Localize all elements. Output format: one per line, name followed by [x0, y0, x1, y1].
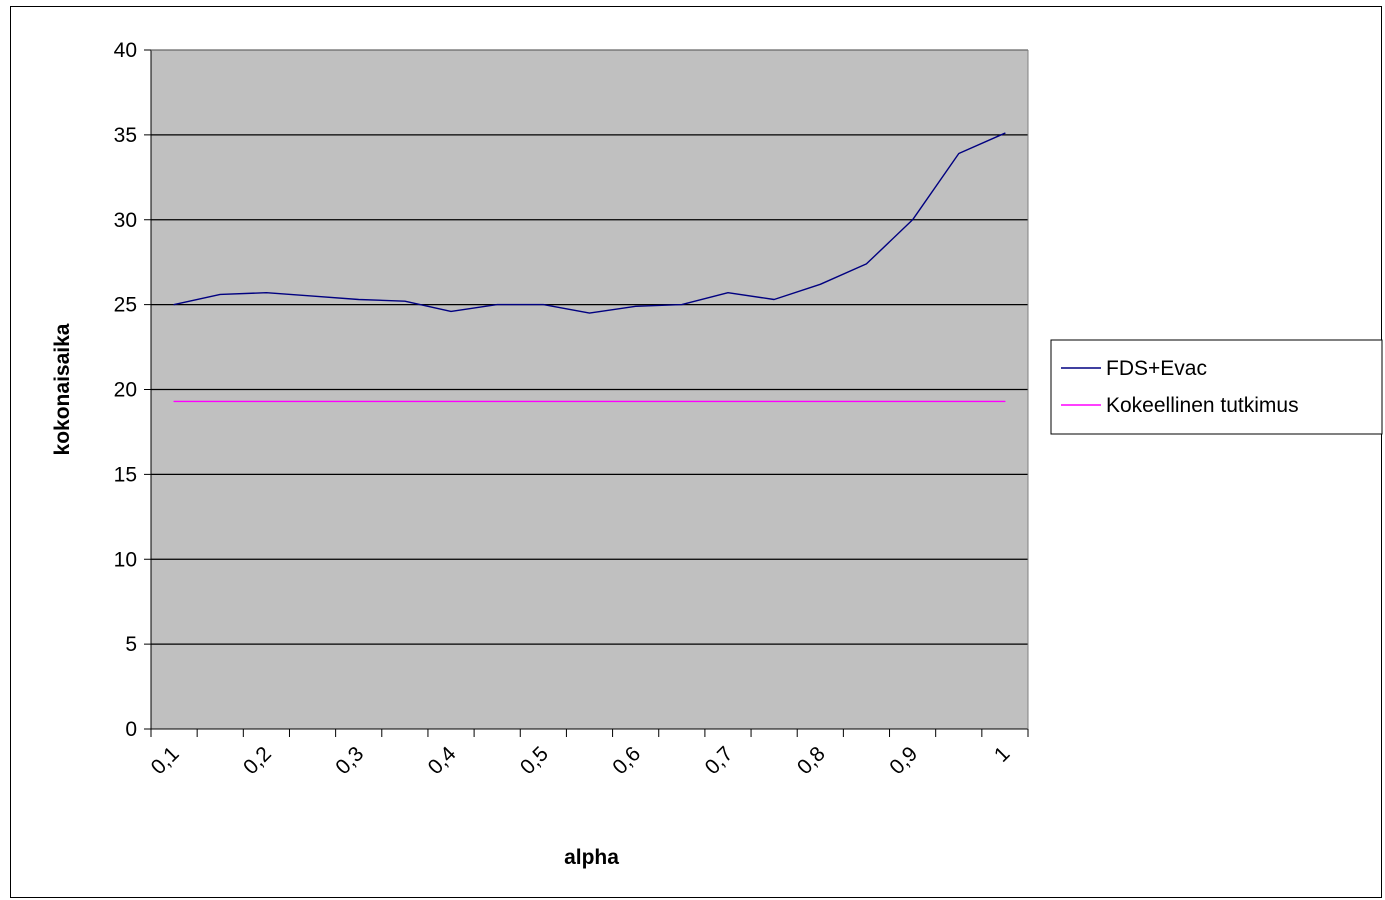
y-axis-title: kokonaisaika: [51, 323, 74, 455]
y-tick-label: 20: [114, 379, 137, 402]
y-tick-label: 35: [114, 124, 137, 147]
legend-label-1: Kokeellinen tutkimus: [1106, 394, 1299, 417]
y-tick-label: 40: [114, 39, 137, 62]
x-tick-label: 0,2: [239, 742, 276, 779]
y-tick-label: 15: [114, 463, 137, 486]
x-tick-label: 1: [990, 742, 1015, 767]
x-tick-label: 0,9: [885, 742, 922, 779]
x-tick-label: 0,4: [424, 742, 461, 779]
y-axis-ticks: 0 5 10 15 20 25 30 35 40: [114, 39, 151, 741]
x-tick-label: 0,3: [331, 742, 368, 779]
y-tick-label: 10: [114, 548, 137, 571]
gridlines: [151, 49, 1028, 645]
x-axis-ticks: 0,1 0,2 0,3 0,4 0,5 0,6 0,7 0,8 0,9 1: [147, 729, 1029, 779]
x-tick-label: 0,5: [516, 742, 553, 779]
y-tick-label: 30: [114, 209, 137, 232]
legend-label-0: FDS+Evac: [1106, 357, 1207, 380]
x-tick-label: 0,6: [608, 742, 645, 779]
y-tick-label: 5: [125, 633, 137, 656]
x-tick-label: 0,7: [701, 742, 738, 779]
legend: FDS+Evac Kokeellinen tutkimus: [1050, 339, 1383, 435]
series-lines: [173, 132, 1006, 403]
legend-box: [1050, 339, 1383, 435]
y-tick-label: 25: [114, 294, 137, 317]
y-tick-label: 0: [125, 718, 137, 741]
series-line-0: [173, 132, 1006, 314]
x-axis-title: alpha: [564, 846, 619, 869]
x-tick-label: 0,1: [147, 742, 184, 779]
x-tick-label: 0,8: [793, 742, 830, 779]
